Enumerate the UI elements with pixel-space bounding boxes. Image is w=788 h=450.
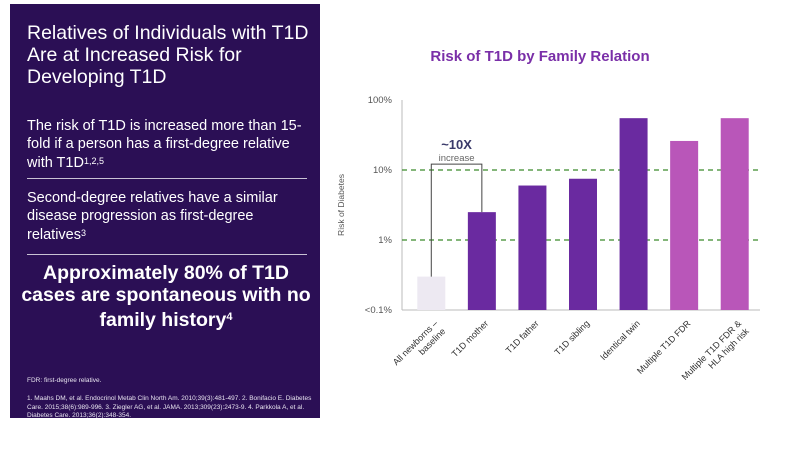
y-tick-label: <0.1% (365, 305, 393, 316)
y-tick-label: 10% (373, 165, 393, 176)
svg-text:Identical twin: Identical twin (598, 318, 642, 362)
annotation-value: ~10X (441, 137, 472, 152)
divider-1 (27, 178, 307, 179)
bar (670, 140, 699, 310)
bar (569, 178, 597, 310)
x-tick-label: T1D father (504, 318, 541, 355)
bar (518, 185, 547, 310)
reference-lines (402, 169, 760, 241)
x-tick-label: T1D mother (450, 318, 491, 359)
bullet-first-degree-risk: The risk of T1D is increased more than 1… (27, 118, 312, 173)
risk-bar-chart: Risk of Diabetes 100% 10% 1% <0.1% All newb… (336, 95, 760, 390)
y-tick-label: 1% (378, 235, 392, 246)
y-axis-label: Risk of Diabetes (336, 174, 346, 236)
bullet-second-degree-text: Second-degree relatives have a similar d… (27, 190, 278, 243)
x-tick-label: Identical twin (598, 318, 642, 362)
bullet-first-degree-ref: 1,2,5 (83, 156, 104, 166)
left-panel: Relatives of Individuals with T1D Are at… (10, 4, 320, 418)
bullet-first-degree-text: The risk of T1D is increased more than 1… (27, 118, 302, 171)
x-tick-label: All newborns –baseline (391, 318, 448, 375)
divider-2 (27, 254, 307, 255)
x-tick-label: T1D sibling (553, 318, 592, 357)
svg-text:Multiple T1D FDR &HLA high ris: Multiple T1D FDR &HLA high risk (680, 318, 752, 390)
highlight-statement: Approximately 80% of T1D cases are spont… (20, 262, 312, 331)
bars (417, 118, 749, 310)
svg-text:T1D father: T1D father (504, 318, 541, 355)
bar (720, 118, 749, 310)
annotation-bracket (430, 163, 483, 277)
fold-increase-annotation: ~10X increase (430, 137, 483, 277)
svg-text:T1D sibling: T1D sibling (553, 318, 592, 357)
chart-title: Risk of T1D by Family Relation (430, 48, 650, 65)
svg-text:All newborns –baseline: All newborns –baseline (391, 318, 448, 375)
slide-title: Relatives of Individuals with T1D Are at… (27, 22, 309, 88)
bullet-second-degree: Second-degree relatives have a similar d… (27, 190, 312, 245)
y-tick-labels: 100% 10% 1% <0.1% (365, 95, 393, 316)
x-tick-label: Multiple T1D FDR &HLA high risk (680, 318, 752, 390)
x-tick-labels: All newborns –baseline T1D mother T1D fath… (391, 318, 752, 390)
svg-text:T1D mother: T1D mother (450, 318, 491, 359)
bar (417, 276, 446, 310)
highlight-text: Approximately 80% of T1D cases are spont… (21, 262, 311, 331)
bullet-second-degree-ref: 3 (81, 228, 87, 238)
annotation-text: increase (439, 153, 475, 164)
bar (619, 118, 648, 310)
svg-text:Multiple T1D FDR: Multiple T1D FDR (635, 318, 693, 376)
y-tick-label: 100% (368, 95, 393, 106)
highlight-ref: 4 (226, 311, 233, 323)
x-tick-label: Multiple T1D FDR (635, 318, 693, 376)
footnote-references: 1. Maahs DM, et al. Endocrinol Metab Cli… (27, 395, 312, 418)
bar (467, 212, 496, 310)
footnote-abbreviation: FDR: first-degree relative. (27, 377, 102, 384)
